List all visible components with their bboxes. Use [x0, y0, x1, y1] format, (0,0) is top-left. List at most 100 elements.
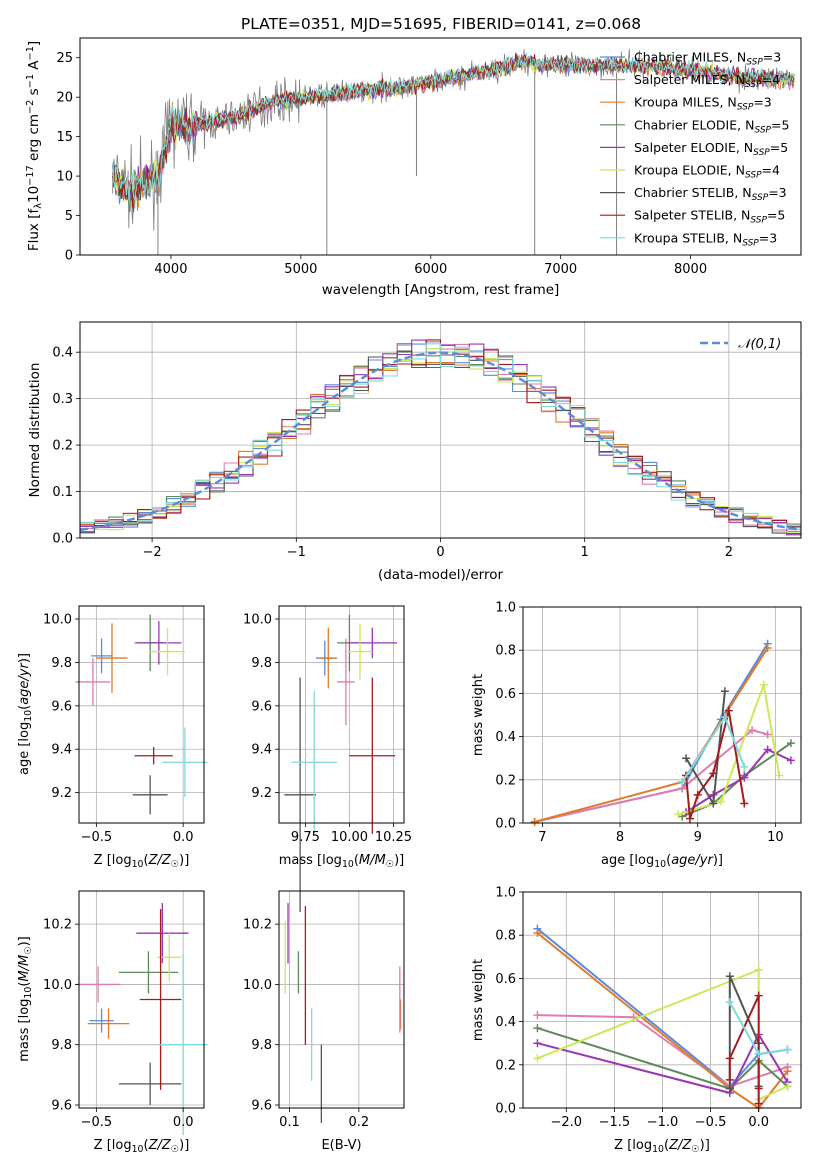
weight-line	[678, 680, 781, 816]
weight-marker	[725, 1075, 734, 1084]
y-tick-label: 9.6	[251, 1098, 272, 1113]
x-axis-label: mass [log10(M/M☉)]	[279, 853, 405, 870]
y-tick-label: 0.2	[495, 773, 516, 788]
weight-marker	[533, 1054, 542, 1063]
y-tick-label: 20	[56, 91, 73, 106]
legend-label: Kroupa STELIB, NSSP=3	[634, 230, 777, 248]
weight-marker	[740, 762, 749, 771]
y-tick-label: 0	[65, 249, 73, 264]
panel-weight_vs_age: 7 8 9 10 0.0 0.2 0.4 0.6 0.8 1.0 age [log10(age/yr…	[471, 601, 802, 870]
weight-marker	[530, 817, 539, 826]
x-tick-label: 0.0	[748, 1115, 769, 1130]
x-tick-label: 10.25	[375, 830, 412, 845]
x-tick-label: 0.0	[173, 1115, 194, 1130]
y-tick-label: 0.0	[52, 532, 73, 547]
x-axis-label: E(B-V)	[321, 1138, 361, 1153]
x-axis-label: Z [log10(Z/Z☉)]	[614, 1138, 710, 1155]
x-tick-label: −2.0	[550, 1115, 582, 1130]
axes-frame	[522, 891, 802, 1109]
x-tick-label: 0.2	[349, 1115, 370, 1130]
panel-mass_vs_ebv: 0.1 0.2 9.6 9.8 10.0 10.2 E(B-V)	[243, 890, 405, 1153]
legend-label: Chabrier MILES, NSSP=3	[634, 50, 781, 68]
weight-marker	[754, 1099, 763, 1108]
x-tick-label: 6000	[414, 262, 447, 277]
weight-marker	[685, 814, 694, 823]
weight-marker	[720, 687, 729, 696]
weight-marker	[754, 965, 763, 974]
y-tick-label: 1.0	[495, 601, 516, 616]
normal-curve	[79, 351, 802, 532]
weight-marker	[682, 754, 691, 763]
weight-marker	[725, 998, 734, 1007]
weight-marker	[725, 972, 734, 981]
weight-marker	[674, 810, 683, 819]
y-tick-label: 0.8	[495, 929, 516, 944]
y-tick-label: 9.6	[51, 1098, 72, 1113]
panel-mass_vs_z: −0.5 0.0 9.6 9.8 10.0 10.2 Z [log10(Z/Z☉)] mass…	[17, 890, 208, 1155]
panel-age_vs_mass: 9.75 10.00 10.25 9.2 9.4 9.6 9.8 10.0 mass [log1…	[243, 605, 412, 912]
weight-marker	[748, 726, 757, 735]
y-tick-label: 0.1	[52, 485, 73, 500]
y-tick-label: 9.4	[251, 743, 272, 758]
weight-marker	[533, 1011, 542, 1020]
y-tick-label: 9.2	[251, 786, 272, 801]
weight-marker	[725, 1054, 734, 1063]
y-tick-label: 0.8	[495, 644, 516, 659]
panel-spectrum: 4000 5000 6000 7000 8000 0 5 10 15 20 25 Chabrier M…	[25, 37, 802, 298]
plot-area	[284, 614, 397, 912]
weight-marker	[783, 1045, 792, 1054]
y-tick-label: 9.6	[51, 699, 72, 714]
weight-marker	[759, 680, 768, 689]
weight-marker	[763, 730, 772, 739]
model-line	[112, 53, 795, 201]
y-axis-label: mass weight	[471, 959, 486, 1041]
x-axis-label: age [log10(age/yr)]	[601, 853, 723, 870]
weight-marker	[740, 773, 749, 782]
y-axis-label: Normed distribution	[27, 363, 43, 498]
weight-line	[537, 1032, 789, 1095]
weight-marker	[786, 739, 795, 748]
axes-frame	[278, 605, 405, 824]
plot-area	[79, 339, 802, 536]
weight-marker	[678, 777, 687, 786]
x-tick-label: 5000	[284, 262, 317, 277]
y-tick-label: 9.8	[251, 656, 272, 671]
plot-area	[530, 639, 795, 826]
histogram-step	[80, 343, 801, 530]
weight-marker	[740, 799, 749, 808]
weight-line	[685, 710, 746, 820]
weight-marker	[783, 1067, 792, 1076]
y-axis-label: mass [log10(M/M☉)]	[17, 936, 34, 1062]
weight-marker	[754, 991, 763, 1000]
weight-marker	[709, 799, 718, 808]
legend-label: 𝒩(0,1)	[738, 337, 781, 352]
weight-marker	[783, 1082, 792, 1091]
weight-marker	[754, 1084, 763, 1093]
legend-label: Salpeter MILES, NSSP=4	[634, 72, 780, 90]
plot-area	[75, 614, 208, 815]
x-tick-label: 0	[436, 545, 444, 560]
y-tick-label: 25	[56, 51, 73, 66]
x-tick-label: 2	[725, 545, 733, 560]
x-tick-label: −0.5	[695, 1115, 727, 1130]
x-tick-label: 8000	[674, 262, 707, 277]
weight-marker	[724, 706, 733, 715]
x-tick-label: 7000	[544, 262, 577, 277]
weight-marker	[533, 929, 542, 938]
x-tick-label: 0.1	[279, 1115, 300, 1130]
axes-frame	[79, 37, 802, 256]
y-tick-label: 0.2	[495, 1058, 516, 1073]
x-tick-label: −0.5	[81, 830, 113, 845]
legend-label: Salpeter ELODIE, NSSP=5	[634, 140, 788, 158]
weight-marker	[720, 713, 729, 722]
y-tick-label: 10.0	[243, 613, 272, 628]
y-tick-label: 9.8	[251, 1038, 272, 1053]
y-tick-label: 10.2	[243, 918, 272, 933]
plot-area	[284, 903, 402, 1124]
y-tick-label: 0.0	[495, 817, 516, 832]
weight-line	[534, 728, 768, 823]
y-tick-label: 10.0	[43, 613, 72, 628]
x-tick-label: 0.0	[173, 830, 194, 845]
x-tick-label: 7	[538, 830, 546, 845]
